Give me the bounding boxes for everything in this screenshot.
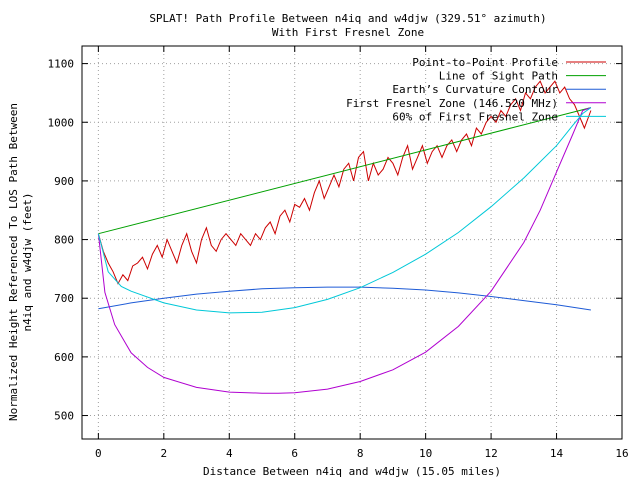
y-tick-label: 700 bbox=[54, 292, 74, 305]
legend-label: Line of Sight Path bbox=[439, 70, 558, 83]
legend-label: 60% of First Fresnel Zone bbox=[392, 110, 558, 123]
x-tick-label: 4 bbox=[226, 447, 233, 460]
x-tick-label: 10 bbox=[419, 447, 432, 460]
x-axis-label: Distance Between n4iq and w4djw (15.05 m… bbox=[203, 465, 501, 478]
x-tick-label: 14 bbox=[550, 447, 564, 460]
tick-layer: 0 2 4 6 8 10 12 14 16 500 600 700 800 900 1000 1100 bbox=[48, 46, 629, 460]
y-tick-label: 600 bbox=[54, 351, 74, 364]
x-tick-label: 6 bbox=[291, 447, 298, 460]
y-tick-label: 1000 bbox=[48, 116, 75, 129]
y-tick-label: 900 bbox=[54, 175, 74, 188]
series-line-point-to-point-profile bbox=[97, 80, 592, 285]
x-tick-label: 2 bbox=[161, 447, 168, 460]
plot-frame bbox=[81, 45, 623, 440]
legend-label: Point-to-Point Profile bbox=[412, 56, 558, 69]
series-layer bbox=[97, 80, 592, 394]
series-line-line-of-sight-path bbox=[98, 107, 592, 235]
legend-label: Earth’s Curvature Contour bbox=[392, 83, 558, 96]
y-axis-label-line2: n4iq and w4djw (feet) bbox=[21, 192, 34, 331]
y-axis-label-line1: Normalized Height Referenced To LOS Path… bbox=[7, 103, 20, 421]
y-tick-label: 500 bbox=[54, 410, 74, 423]
x-tick-label: 0 bbox=[95, 447, 102, 460]
x-tick-label: 12 bbox=[484, 447, 497, 460]
series-line-60-of-first-fresnel-zone bbox=[97, 107, 592, 314]
y-tick-label: 800 bbox=[54, 234, 74, 247]
x-tick-label: 16 bbox=[615, 447, 628, 460]
series-line-earth-s-curvature-contour bbox=[98, 286, 591, 311]
legend-label: First Fresnel Zone (146.520 MHz) bbox=[346, 97, 558, 110]
x-tick-label: 8 bbox=[357, 447, 364, 460]
series-line-first-fresnel-zone-146-520-mhz bbox=[97, 107, 592, 394]
chart-title-line2: With First Fresnel Zone bbox=[272, 26, 424, 39]
y-tick-label: 1100 bbox=[48, 58, 75, 71]
chart-title-line1: SPLAT! Path Profile Between n4iq and w4d… bbox=[149, 12, 546, 25]
